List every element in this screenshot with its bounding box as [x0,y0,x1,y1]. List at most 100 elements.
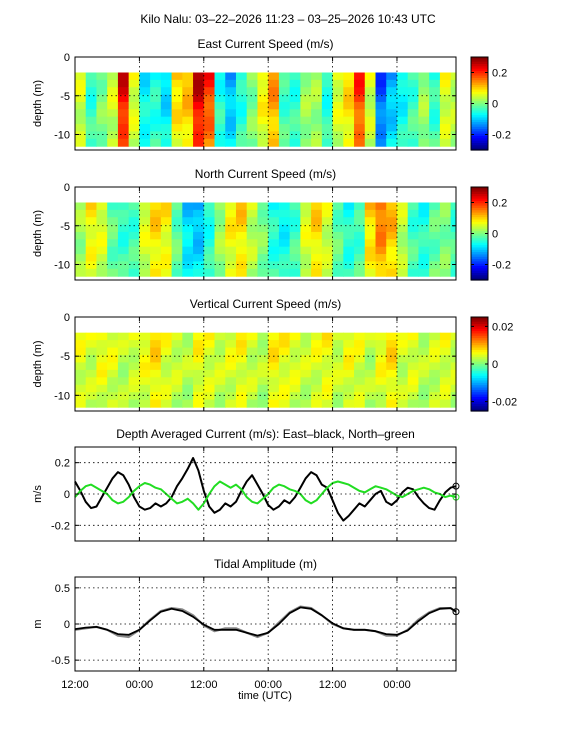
heatmap-cell [214,202,226,211]
heatmap-cell [225,268,237,277]
heatmap-cell [364,87,377,96]
grid [75,57,456,150]
colorbar-band [471,224,488,228]
heatmap-cell [311,377,323,386]
heatmap-cell [150,377,162,386]
heatmap-cell [311,246,323,255]
heatmap-cell [429,384,441,393]
colorbar-band [471,373,488,377]
heatmap-cell [246,138,259,147]
x-tick-label: 00:00 [383,679,411,691]
heatmap-cell [375,340,387,349]
heatmap-cell [278,72,291,81]
colorbar-band [471,399,488,403]
heatmap-cell [160,332,173,341]
heatmap-cell [429,87,441,96]
heatmap-cell [439,377,452,386]
heatmap-cell [332,246,344,255]
colorbar-band [471,235,488,239]
heatmap-cell [429,362,441,371]
heatmap-cell [225,392,237,401]
heatmap-cell [278,209,291,218]
heatmap-cell [182,224,194,233]
heatmap-cell [418,116,430,125]
heatmap-cell [289,131,301,140]
colorbar-band [471,101,488,105]
heatmap-cell [235,231,248,240]
heatmap-cell [225,354,237,364]
heatmap-cell [107,94,119,103]
heatmap-cell [311,109,323,118]
heatmap-cell [225,340,237,349]
heatmap-cell [107,101,119,110]
colorbar-band [471,210,488,214]
heatmap-cell [225,239,237,248]
heatmap-cell [246,224,259,233]
heatmap-cell [257,116,269,125]
heatmap-cell [257,261,269,270]
heatmap-cell [450,209,457,218]
heatmap-cell [407,392,420,401]
heatmap-cell [332,116,344,125]
heatmap-cell [278,202,291,211]
heatmap-cell [257,340,269,349]
heatmap-cell [354,209,366,218]
colorbar-band [471,189,488,193]
heatmap-cell [96,101,108,110]
heatmap-cell [150,217,162,226]
heatmap-cell [193,101,205,110]
heatmap-cell [407,399,420,408]
heatmap-cell [429,254,441,262]
heatmap-cell [257,101,269,110]
heatmap-cell [354,202,366,211]
heatmap-cell [257,72,269,81]
heatmap-cell [193,254,205,262]
heatmap-cell [171,109,183,118]
heatmap-cell [386,246,398,255]
heatmap-cell [85,79,98,88]
heatmap-cell [203,246,216,255]
colorbar-band [471,143,488,146]
colorbar-band [471,217,488,221]
heatmap-cell [289,268,301,277]
heatmap-cell [450,384,457,393]
heatmap-cell [300,87,312,96]
heatmap-cell [193,116,205,125]
heatmap-cell [396,377,409,386]
heatmap-cell [418,87,430,96]
heatmap-cell [407,101,420,110]
heatmap-cell [75,138,87,147]
heatmap-cell [418,217,430,226]
heatmap-cell [311,202,323,211]
colorbar-band [471,138,488,142]
heatmap-cell [300,209,312,218]
heatmap-cell [107,340,119,349]
y-axis-label: depth (m) [32,80,44,127]
heatmap-cell [139,79,151,88]
colorbar-band [471,352,488,356]
heatmap-cell [278,362,291,371]
heatmap-cell [364,94,377,103]
heatmap-cell [278,94,291,103]
series-predicted [74,606,457,637]
heatmap-cell [75,209,87,218]
heatmap-cell [117,399,130,408]
heatmap-cell [150,109,162,118]
colorbar-band [471,254,488,258]
heatmap-cell [429,369,441,378]
colorbar-band [471,84,488,88]
heatmap-cell [96,261,108,270]
y-axis-label: depth (m) [32,340,44,387]
colorbar-band [471,406,488,410]
heatmap-cell [386,87,398,96]
heatmap-cell [235,384,248,393]
heatmap-cell [85,72,98,81]
heatmap-cell [354,369,366,378]
heatmap-cell [193,109,205,118]
heatmap-cell [429,72,441,81]
heatmap-cell [225,231,237,240]
colorbar-band [471,319,488,323]
colorbar-band [471,77,488,81]
heatmap-cell [375,384,387,393]
colorbar-band [471,96,488,100]
